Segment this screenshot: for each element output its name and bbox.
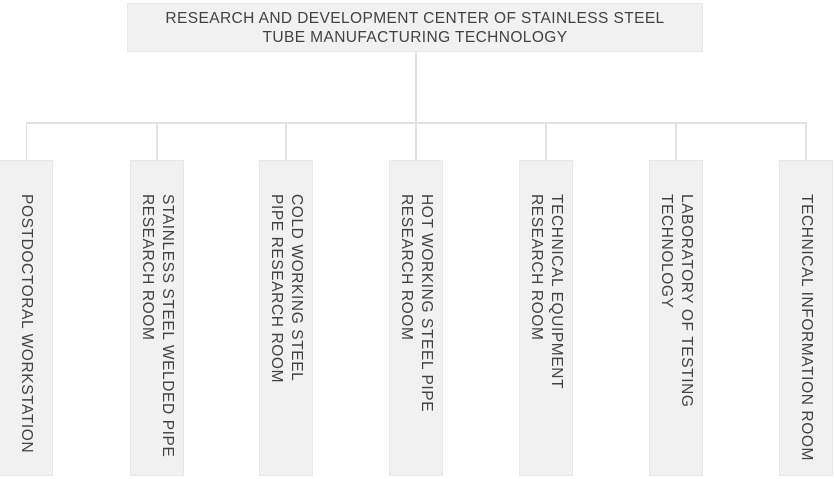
dept-box-postdoctoral-workstation: POSTDOCTORAL WORKSTATION bbox=[0, 160, 53, 476]
dept-label: POSTDOCTORAL WORKSTATION bbox=[18, 194, 35, 454]
connector-stub-1 bbox=[25, 122, 28, 161]
connector-stub-7 bbox=[805, 122, 807, 161]
connector-stub-2 bbox=[156, 122, 158, 161]
connector-stub-4 bbox=[415, 122, 417, 161]
connector-stub-6 bbox=[675, 122, 677, 161]
dept-box-stainless-steel-welded-pipe: STAINLESS STEEL WELDED PIPE RESEARCH ROO… bbox=[130, 160, 184, 476]
dept-label: TECHNICAL INFORMATION ROOM bbox=[798, 194, 815, 462]
dept-label-wrap: TECHNICAL EQUIPMENT RESEARCH ROOM bbox=[519, 160, 573, 476]
connector-stub-5 bbox=[545, 122, 547, 161]
connector-stub-3 bbox=[285, 122, 287, 161]
dept-label-wrap: STAINLESS STEEL WELDED PIPE RESEARCH ROO… bbox=[130, 160, 184, 476]
dept-label: COLD WORKING STEEL PIPE RESEARCH ROOM bbox=[268, 194, 305, 384]
dept-label: TECHNICAL EQUIPMENT RESEARCH ROOM bbox=[528, 194, 565, 390]
dept-label: HOT WORKING STEEL PIPE RESEARCH ROOM bbox=[398, 194, 435, 413]
dept-label-wrap: HOT WORKING STEEL PIPE RESEARCH ROOM bbox=[389, 160, 443, 476]
dept-label: LABORATORY OF TESTING TECHNOLOGY bbox=[658, 194, 695, 408]
dept-label: STAINLESS STEEL WELDED PIPE RESEARCH ROO… bbox=[139, 194, 176, 458]
root-box: RESEARCH AND DEVELOPMENT CENTER OF STAIN… bbox=[127, 3, 703, 52]
dept-box-hot-working-steel-pipe: HOT WORKING STEEL PIPE RESEARCH ROOM bbox=[389, 160, 443, 476]
root-title: RESEARCH AND DEVELOPMENT CENTER OF STAIN… bbox=[165, 9, 665, 46]
dept-box-technical-equipment: TECHNICAL EQUIPMENT RESEARCH ROOM bbox=[519, 160, 573, 476]
dept-label-wrap: TECHNICAL INFORMATION ROOM bbox=[779, 160, 833, 476]
dept-label-wrap: LABORATORY OF TESTING TECHNOLOGY bbox=[649, 160, 703, 476]
dept-box-laboratory-of-testing: LABORATORY OF TESTING TECHNOLOGY bbox=[649, 160, 703, 476]
dept-box-technical-information: TECHNICAL INFORMATION ROOM bbox=[779, 160, 833, 476]
dept-label-wrap: POSTDOCTORAL WORKSTATION bbox=[0, 160, 53, 476]
dept-label-wrap: COLD WORKING STEEL PIPE RESEARCH ROOM bbox=[259, 160, 313, 476]
dept-box-cold-working-steel-pipe: COLD WORKING STEEL PIPE RESEARCH ROOM bbox=[259, 160, 313, 476]
connector-trunk bbox=[415, 52, 417, 123]
